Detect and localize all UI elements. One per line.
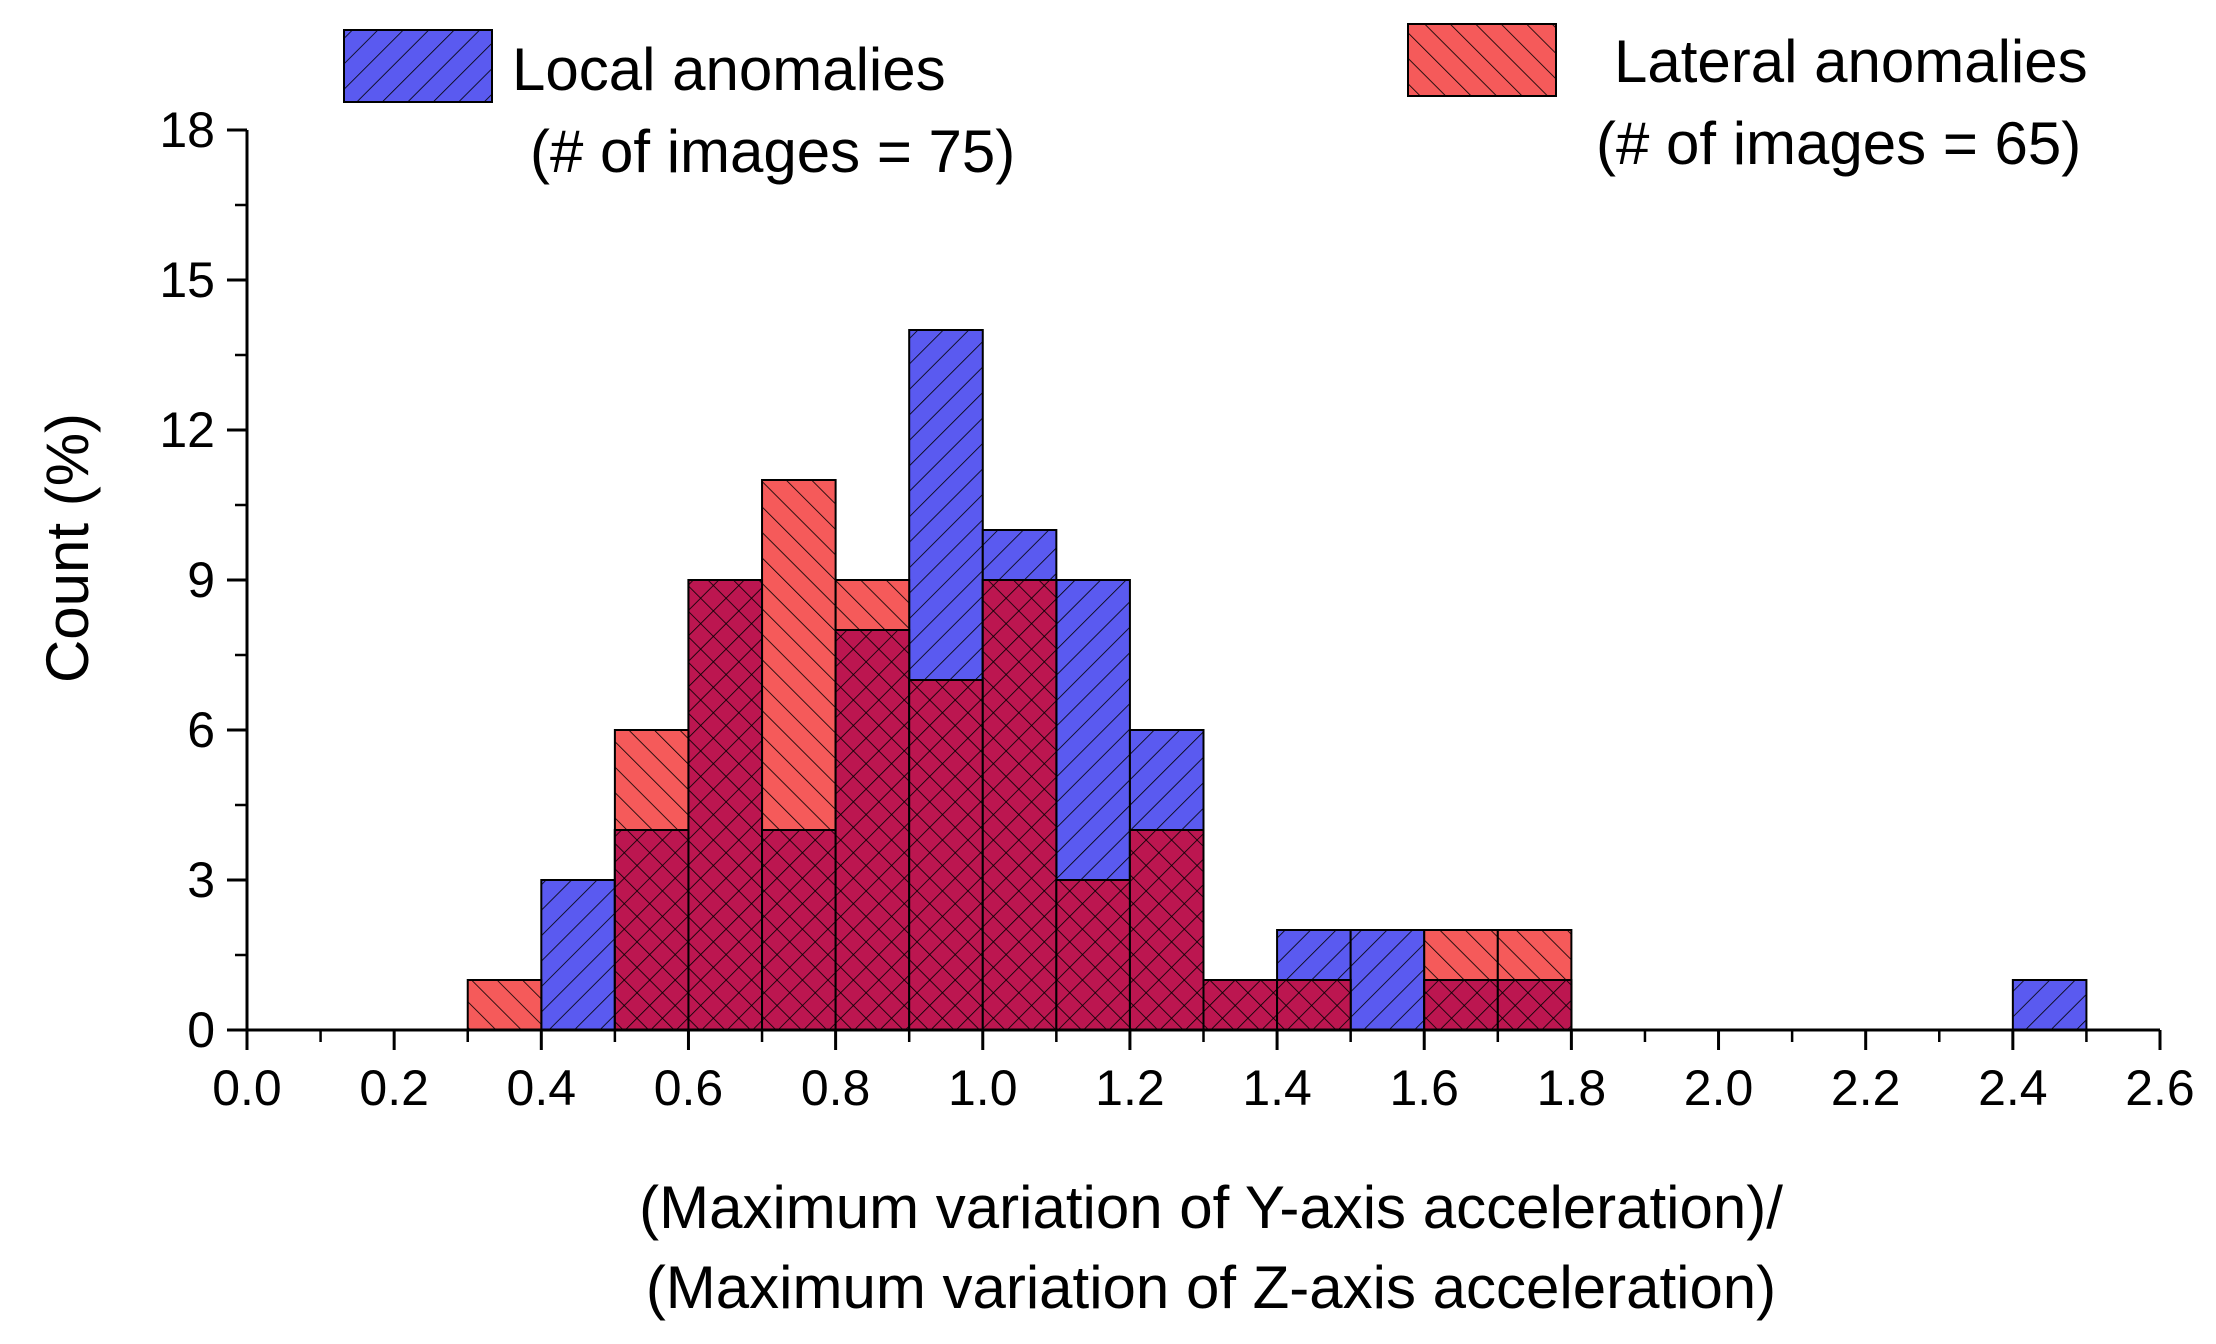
tick-marks: 0.0 0.2 0.4 0.6 0.8 1.0 1.2 1.4 1.6 1.8 2.0 2.2 2.4 2… xyxy=(159,102,2194,1116)
y-axis-title: Count (%) xyxy=(34,413,101,683)
bar-overlap-hatch-b-1.1 xyxy=(1055,879,1131,1031)
bar-overlap-hatch-b-0.8 xyxy=(834,629,911,1031)
legend-label-lateral: Lateral anomalies xyxy=(1614,28,2088,95)
x-tick-label: 2.4 xyxy=(1978,1060,2048,1116)
x-tick-label: 0.0 xyxy=(212,1060,282,1116)
bar-overlap-hatch-b-0.5 xyxy=(613,829,690,1031)
legend-swatch-local-hatch xyxy=(343,29,493,103)
y-tick-label: 0 xyxy=(187,1002,215,1058)
y-tick-label: 3 xyxy=(187,852,215,908)
bar-local-hatch-0.4 xyxy=(540,879,616,1031)
bar-overlap-hatch-b-1.6 xyxy=(1423,979,1499,1031)
y-tick-label: 15 xyxy=(159,252,215,308)
y-tick-label: 9 xyxy=(187,552,215,608)
legend-local: Local anomalies (# of images = 75) xyxy=(343,29,1015,185)
x-tick-label: 1.8 xyxy=(1537,1060,1607,1116)
bar-local-hatch-1.5 xyxy=(1349,929,1426,1031)
y-tick-label: 12 xyxy=(159,402,215,458)
x-tick-label: 0.6 xyxy=(654,1060,724,1116)
series-overlap-bars xyxy=(613,579,1573,1031)
y-tick-label: 6 xyxy=(187,702,215,758)
x-axis-title-line2: (Maximum variation of Z-axis acceleratio… xyxy=(646,1254,1776,1321)
x-tick-label: 0.8 xyxy=(801,1060,871,1116)
x-tick-label: 2.2 xyxy=(1831,1060,1901,1116)
y-tick-label: 18 xyxy=(159,102,215,158)
x-tick-label: 1.4 xyxy=(1242,1060,1312,1116)
bar-overlap-hatch-b-1.3 xyxy=(1202,979,1279,1031)
x-tick-label: 1.2 xyxy=(1095,1060,1165,1116)
bar-overlap-hatch-b-1.2 xyxy=(1128,829,1205,1031)
x-tick-label: 2.6 xyxy=(2125,1060,2195,1116)
legend-count-lateral: (# of images = 65) xyxy=(1596,110,2081,177)
bar-overlap-hatch-b-0.9 xyxy=(908,679,984,1031)
bar-local-hatch-2.4 xyxy=(2011,979,2088,1031)
x-tick-label: 0.4 xyxy=(507,1060,577,1116)
legend-lateral: Lateral anomalies (# of images = 65) xyxy=(1407,23,2088,177)
bar-overlap-hatch-b-1.0 xyxy=(981,579,1058,1031)
x-axis-title-line1: (Maximum variation of Y-axis acceleratio… xyxy=(639,1174,1783,1241)
legend-count-local: (# of images = 75) xyxy=(530,118,1015,185)
x-tick-label: 1.6 xyxy=(1389,1060,1459,1116)
x-tick-label: 2.0 xyxy=(1684,1060,1754,1116)
x-tick-label: 1.0 xyxy=(948,1060,1018,1116)
bar-overlap-hatch-b-0.6 xyxy=(687,579,764,1031)
bar-lateral-hatch-0.3 xyxy=(466,979,543,1031)
bar-overlap-hatch-b-0.7 xyxy=(761,829,837,1031)
bar-overlap-hatch-b-1.7 xyxy=(1496,979,1573,1031)
legend-label-local: Local anomalies xyxy=(512,36,946,103)
x-tick-label: 0.2 xyxy=(359,1060,429,1116)
bar-overlap-hatch-b-1.4 xyxy=(1276,979,1352,1031)
legend-swatch-lateral-hatch xyxy=(1407,23,1557,97)
